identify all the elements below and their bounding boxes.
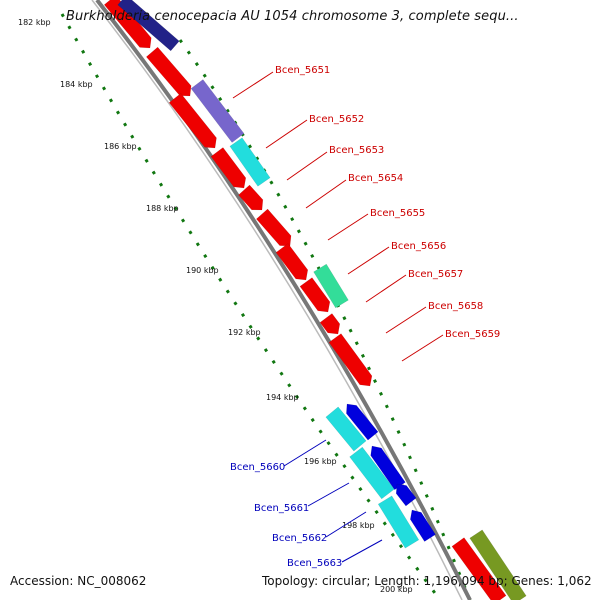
tick-label-182kbp: 182 kbp bbox=[18, 18, 51, 27]
tick-labels: 182 kbp 184 kbp 186 kbp 188 kbp 190 kbp 192 k… bbox=[18, 18, 413, 594]
plus-cds-9 bbox=[319, 313, 341, 335]
cog-cyan-minus-1 bbox=[325, 406, 367, 452]
leader-Bcen_5653 bbox=[286, 151, 328, 181]
backbone-inner bbox=[91, 0, 463, 600]
tick-label-184kbp: 184 kbp bbox=[60, 80, 93, 89]
gene-label-Bcen_5661: Bcen_5661 bbox=[254, 503, 309, 514]
leader-Bcen_5659 bbox=[401, 334, 444, 362]
plus-cds-6 bbox=[256, 208, 292, 247]
plus-cds-10 bbox=[328, 333, 373, 387]
plus-cds-1 bbox=[103, 0, 152, 49]
minus-cds-2 bbox=[370, 445, 406, 491]
gene-label-Bcen_5657: Bcen_5657 bbox=[408, 269, 463, 280]
gene-label-Bcen_5655: Bcen_5655 bbox=[370, 208, 425, 219]
accession-text: Accession: NC_008062 bbox=[10, 574, 147, 588]
backbone-outer bbox=[95, 0, 472, 600]
tick-label-186kbp: 186 kbp bbox=[104, 142, 137, 151]
tick-label-196kbp: 196 kbp bbox=[304, 457, 337, 466]
plus-cds-3 bbox=[168, 92, 217, 149]
tick-label-198kbp: 198 kbp bbox=[342, 521, 375, 530]
cog-purple-block bbox=[190, 79, 245, 143]
minus-cds-1 bbox=[346, 403, 379, 441]
tick-label-190kbp: 190 kbp bbox=[186, 266, 219, 275]
plus-cds-bottom bbox=[451, 537, 507, 600]
leader-Bcen_5661 bbox=[307, 482, 350, 507]
gene-label-Bcen_5653: Bcen_5653 bbox=[329, 145, 384, 156]
leader-Bcen_5651 bbox=[232, 71, 274, 99]
plus-cds-8 bbox=[299, 277, 331, 313]
gene-label-Bcen_5654: Bcen_5654 bbox=[348, 173, 403, 184]
gene-label-Bcen_5663: Bcen_5663 bbox=[287, 558, 342, 569]
leader-Bcen_5660 bbox=[283, 439, 327, 467]
leader-Bcen_5658 bbox=[385, 306, 427, 334]
leader-Bcen_5662 bbox=[325, 511, 367, 538]
navy-block-top bbox=[117, 0, 180, 52]
plus-cds-7 bbox=[275, 243, 309, 281]
leader-Bcen_5656 bbox=[347, 246, 390, 275]
cog-cyan-block bbox=[229, 137, 271, 187]
gene-label-Bcen_5651: Bcen_5651 bbox=[275, 65, 330, 76]
gene-label-Bcen_5652: Bcen_5652 bbox=[309, 114, 364, 125]
leader-Bcen_5652 bbox=[265, 119, 308, 149]
cog-cyan-minus-3 bbox=[377, 495, 420, 549]
label-leaders bbox=[232, 71, 444, 563]
plus-cds-5 bbox=[238, 184, 264, 211]
plus-cds-4 bbox=[210, 147, 247, 189]
cog-green-block bbox=[313, 263, 349, 309]
minus-cds-4 bbox=[410, 509, 436, 542]
gene-labels: Bcen_5651 Bcen_5652 Bcen_5653 Bcen_5654 Bcen… bbox=[230, 65, 500, 569]
gene-label-Bcen_5659: Bcen_5659 bbox=[445, 329, 500, 340]
gene-label-Bcen_5658: Bcen_5658 bbox=[428, 301, 483, 312]
topology-summary: Topology: circular; Length: 1,196,094 bp… bbox=[262, 574, 592, 588]
tick-label-192kbp: 192 kbp bbox=[228, 328, 261, 337]
tick-label-188kbp: 188 kbp bbox=[146, 204, 179, 213]
minus-cds-3 bbox=[395, 483, 417, 507]
gene-label-Bcen_5662: Bcen_5662 bbox=[272, 533, 327, 544]
tick-label-200kbp: 200 kbp bbox=[380, 585, 413, 594]
leader-Bcen_5663 bbox=[341, 539, 383, 563]
tick-label-194kbp: 194 kbp bbox=[266, 393, 299, 402]
leader-Bcen_5655 bbox=[327, 213, 369, 241]
leader-Bcen_5657 bbox=[365, 274, 407, 303]
gene-label-Bcen_5656: Bcen_5656 bbox=[391, 241, 446, 252]
leader-Bcen_5654 bbox=[305, 179, 347, 209]
plus-cds-2 bbox=[145, 46, 192, 97]
gene-label-Bcen_5660: Bcen_5660 bbox=[230, 462, 285, 473]
inner-tick-ring bbox=[60, 13, 442, 600]
feature-track bbox=[103, 0, 527, 600]
map-title: Burkholderia cenocepacia AU 1054 chromos… bbox=[66, 9, 519, 24]
cog-olive-block bbox=[469, 529, 527, 600]
